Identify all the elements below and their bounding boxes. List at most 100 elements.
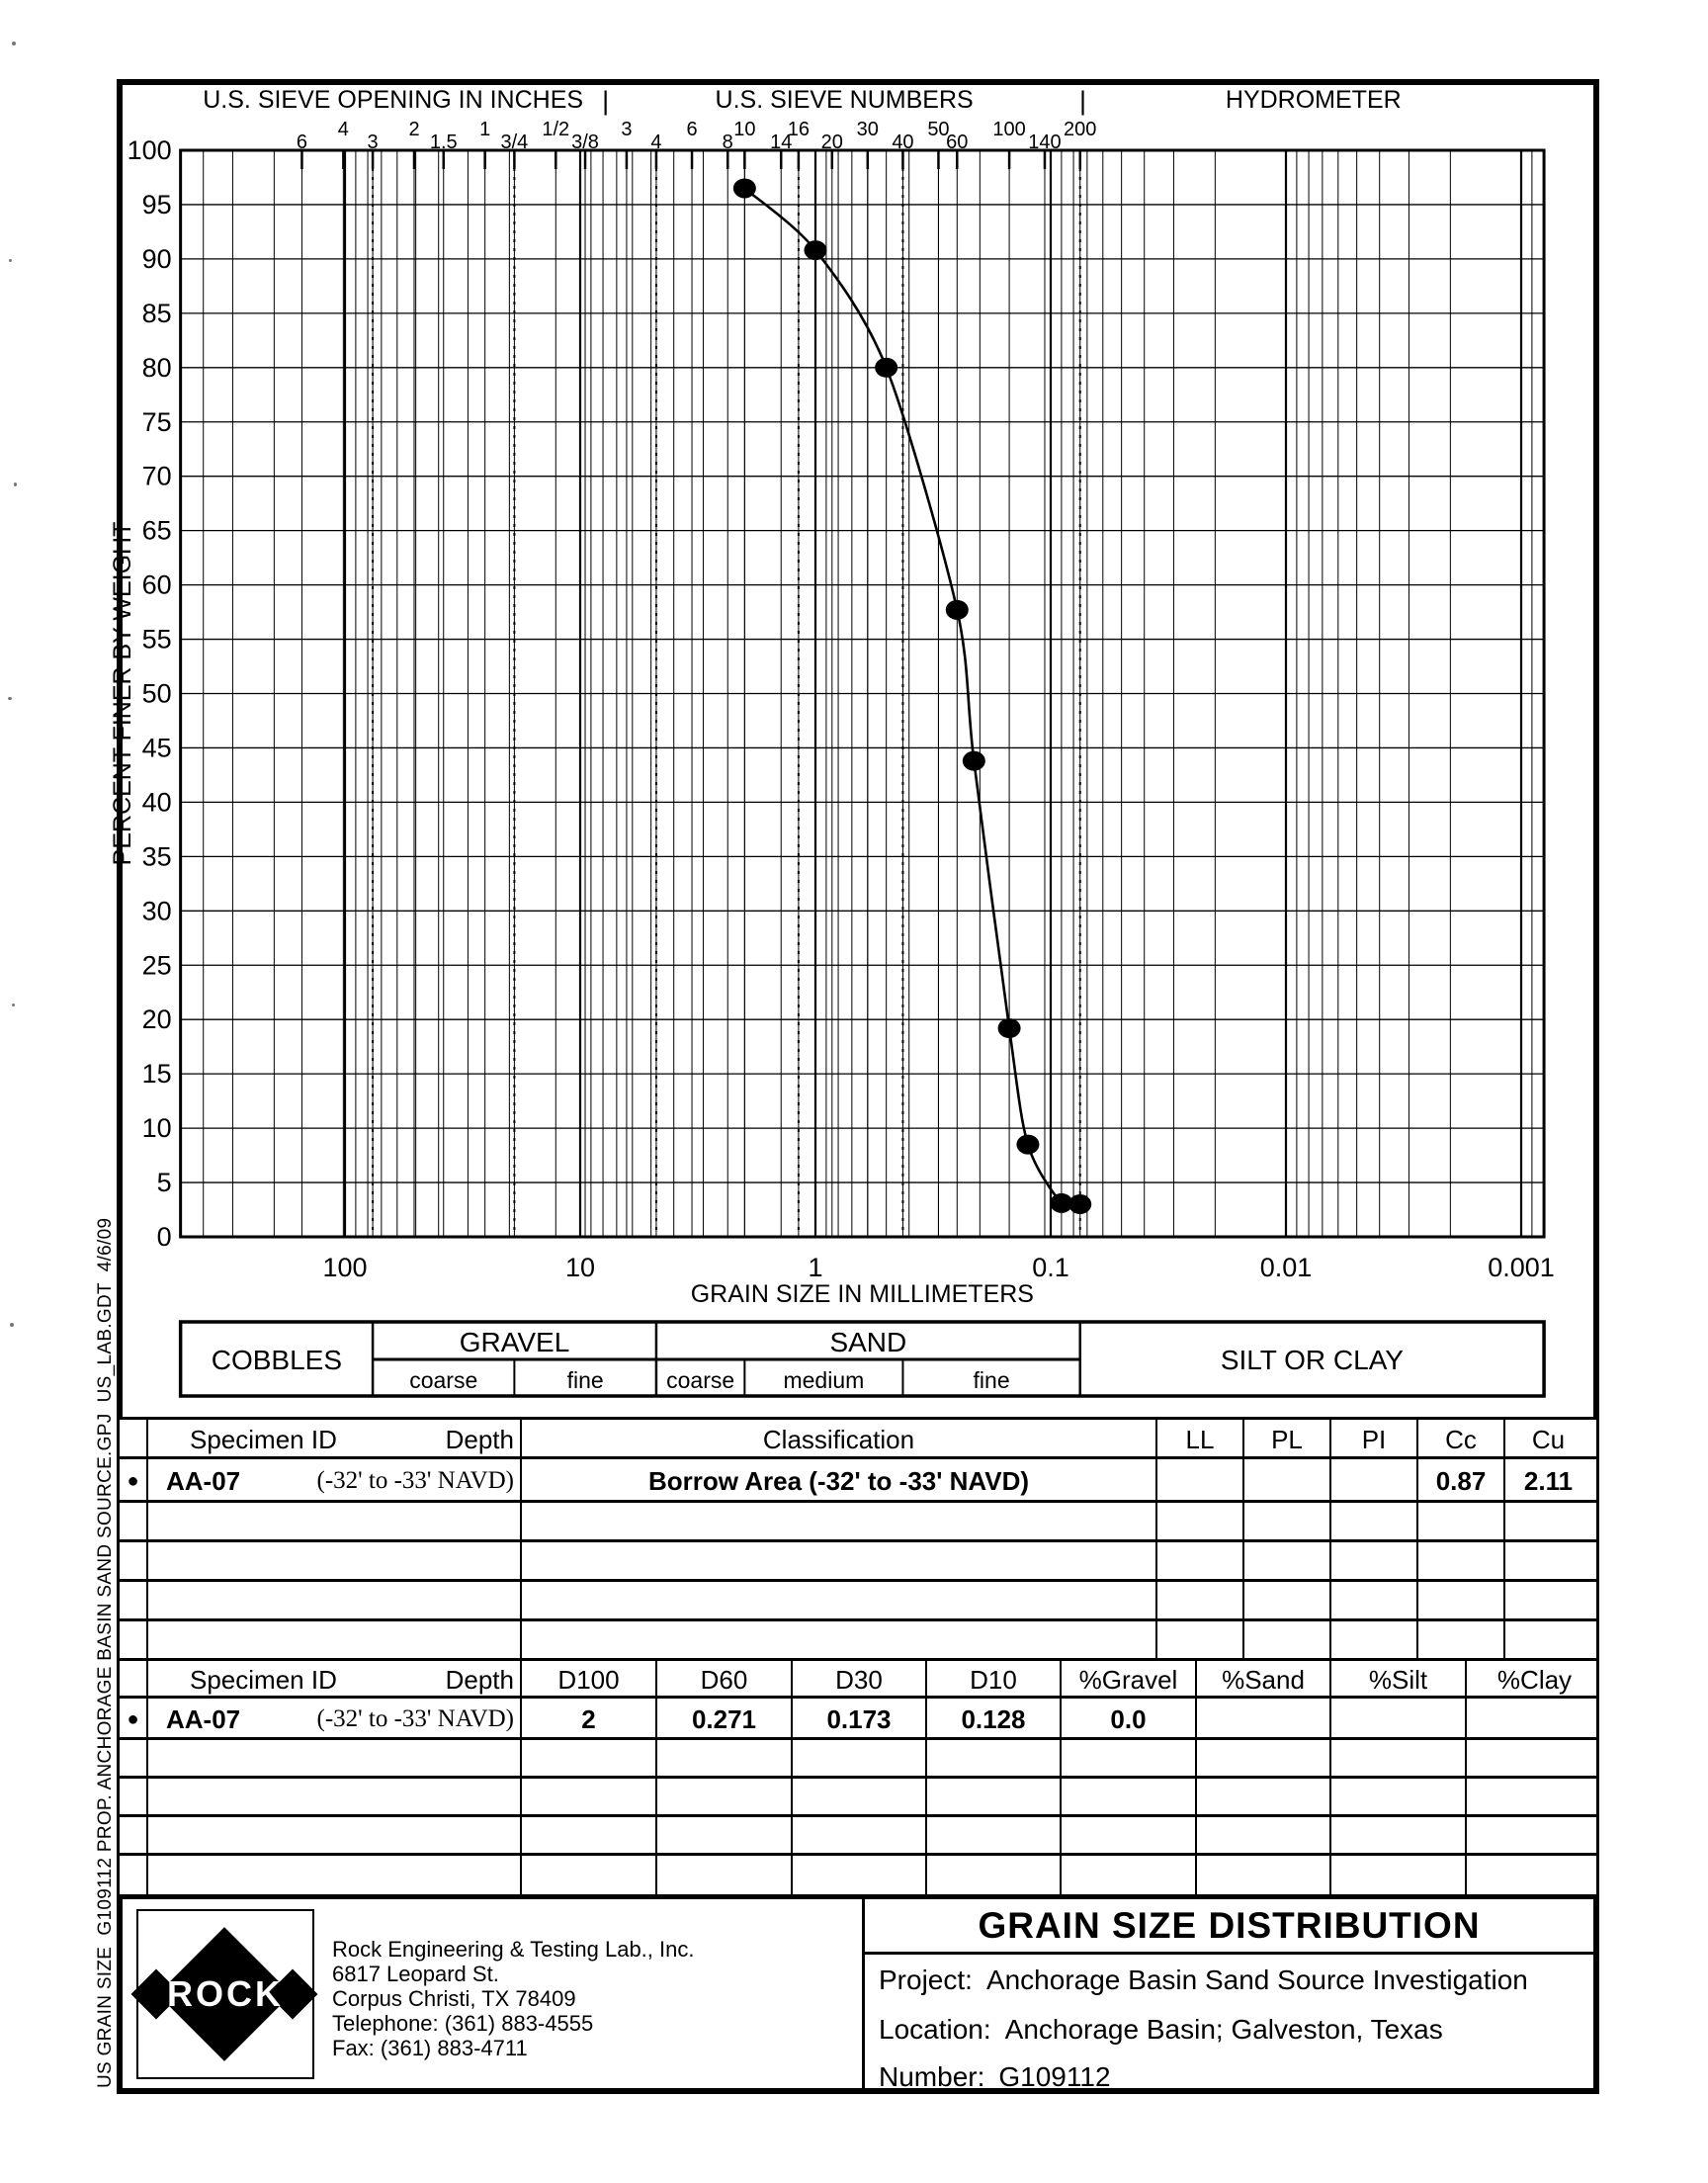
empty-cell <box>120 1503 148 1542</box>
sieve-label-3: 3 <box>621 119 632 140</box>
value-D60: 0.271 <box>657 1699 793 1740</box>
sieve-label-140: 140 <box>1028 131 1061 153</box>
empty-cell <box>1418 1503 1505 1542</box>
sieve-label-30: 30 <box>857 119 879 140</box>
y-tick-label: 5 <box>157 1168 172 1197</box>
depth-value: (-32' to -33' NAVD) <box>316 1705 515 1732</box>
x-axis-title: GRAIN SIZE IN MILLIMETERS <box>691 1280 1034 1308</box>
empty-cell <box>1157 1582 1244 1621</box>
x-tick-label: 1 <box>808 1253 822 1282</box>
sieve-label-200: 200 <box>1064 119 1096 140</box>
empty-cell <box>657 1856 793 1894</box>
empty-cell <box>1467 1740 1602 1779</box>
empty-cell <box>1157 1621 1244 1661</box>
header-%Clay: %Clay <box>1496 1664 1573 1695</box>
x-tick-label: 0.1 <box>1032 1253 1069 1282</box>
header-PL: PL <box>1244 1420 1331 1459</box>
y-tick-label: 20 <box>142 1004 172 1034</box>
empty-cell <box>120 1779 148 1817</box>
empty-cell <box>148 1542 522 1582</box>
y-tick-label: 100 <box>128 135 172 165</box>
header-%Sand: %Sand <box>1197 1661 1331 1699</box>
empty-cell <box>1505 1542 1591 1582</box>
sieve-label-20: 20 <box>821 131 843 153</box>
empty-cell <box>148 1582 522 1621</box>
empty-cell <box>1157 1542 1244 1582</box>
empty-cell <box>1331 1817 1467 1856</box>
empty-cell <box>120 1542 148 1582</box>
specimen-depth-header: Specimen ID Depth <box>148 1420 522 1459</box>
empty-cell <box>1331 1503 1418 1542</box>
empty-cell <box>1467 1817 1602 1856</box>
sieve-label-14: 14 <box>770 131 792 153</box>
depth-header: Depth <box>445 1664 514 1695</box>
empty-cell <box>1467 1856 1602 1894</box>
sieve-label-100: 100 <box>992 119 1025 140</box>
table-empty-row <box>120 1779 1596 1817</box>
value-Cc: 0.87 <box>1418 1459 1505 1503</box>
bar-silt-clay-label: SILT OR CLAY <box>1221 1345 1404 1375</box>
header-Cu: Cu <box>1531 1424 1566 1454</box>
rock-logo: ROCK <box>130 1909 318 2079</box>
bullet-cell: ● <box>120 1699 148 1740</box>
empty-cell <box>120 1582 148 1621</box>
company-name: Rock Engineering & Testing Lab., Inc. <box>332 1937 695 1962</box>
empty-cell <box>120 1621 148 1661</box>
sieve-label-50: 50 <box>927 119 949 140</box>
sieve-label-6: 6 <box>297 131 307 153</box>
specimen-depth-cell: AA-07 (-32' to -33' NAVD) <box>148 1699 522 1740</box>
sieve-label-3: 3 <box>368 131 379 153</box>
value-PL <box>1244 1459 1331 1503</box>
specimen-classification-table: Specimen ID Depth Classification LL PL PI Cc Cu… <box>117 1417 1599 1664</box>
y-tick-label: 25 <box>142 950 172 980</box>
project-line: Project: Anchorage Basin Sand Source Inve… <box>879 1965 1528 1996</box>
sieve-label-16: 16 <box>788 119 810 140</box>
data-point <box>997 1017 1021 1038</box>
header-separator: | <box>1079 86 1086 116</box>
y-tick-label: 35 <box>142 841 172 871</box>
empty-cell <box>793 1779 927 1817</box>
empty-cell <box>148 1621 522 1661</box>
sieve-label-1.5: 1.5 <box>430 131 458 153</box>
depth-value: (-32' to -33' NAVD) <box>316 1467 515 1494</box>
empty-cell <box>522 1621 1157 1661</box>
table-header-row: Specimen ID Depth Classification LL PL PI Cc Cu <box>120 1420 1596 1459</box>
y-tick-label: 60 <box>142 570 172 600</box>
empty-cell <box>1505 1503 1591 1542</box>
report-meta: GRAIN SIZE DISTRIBUTION Project: Anchorag… <box>865 1899 1593 2092</box>
empty-cell <box>1331 1740 1467 1779</box>
scan-speck <box>10 1323 14 1327</box>
header-Cc: Cc <box>1418 1420 1505 1459</box>
specimen-id-header: Specimen ID <box>190 1424 337 1454</box>
empty-cell <box>1197 1740 1331 1779</box>
empty-cell <box>927 1817 1062 1856</box>
table-empty-row <box>120 1542 1596 1582</box>
header-D30: D30 <box>793 1661 927 1699</box>
y-tick-label: 55 <box>142 625 172 655</box>
sieve-label-3/4: 3/4 <box>500 131 528 153</box>
empty-cell <box>1157 1503 1244 1542</box>
empty-cell <box>1197 1817 1331 1856</box>
empty-cell <box>120 1740 148 1779</box>
sieve-label-1/2: 1/2 <box>542 119 569 140</box>
empty-cell <box>148 1856 522 1894</box>
sieve-label-60: 60 <box>946 131 968 153</box>
scan-speck <box>14 482 17 486</box>
data-point <box>1050 1192 1073 1213</box>
empty-cell <box>1331 1856 1467 1894</box>
sieve-label-1: 1 <box>479 119 490 140</box>
scan-speck <box>12 42 16 45</box>
bar-cobbles-label: COBBLES <box>212 1345 342 1375</box>
table-empty-row <box>120 1817 1596 1856</box>
empty-cell <box>522 1582 1157 1621</box>
empty-cell <box>148 1817 522 1856</box>
empty-cell <box>1062 1856 1197 1894</box>
sieve-header-2: HYDROMETER <box>1226 86 1402 114</box>
bar-sand-fine-label: fine <box>974 1367 1010 1393</box>
empty-cell <box>927 1856 1062 1894</box>
value-D100: 2 <box>522 1699 657 1740</box>
empty-cell <box>1418 1621 1505 1661</box>
table-empty-row <box>120 1740 1596 1779</box>
empty-cell <box>1331 1542 1418 1582</box>
empty-cell <box>1331 1779 1467 1817</box>
